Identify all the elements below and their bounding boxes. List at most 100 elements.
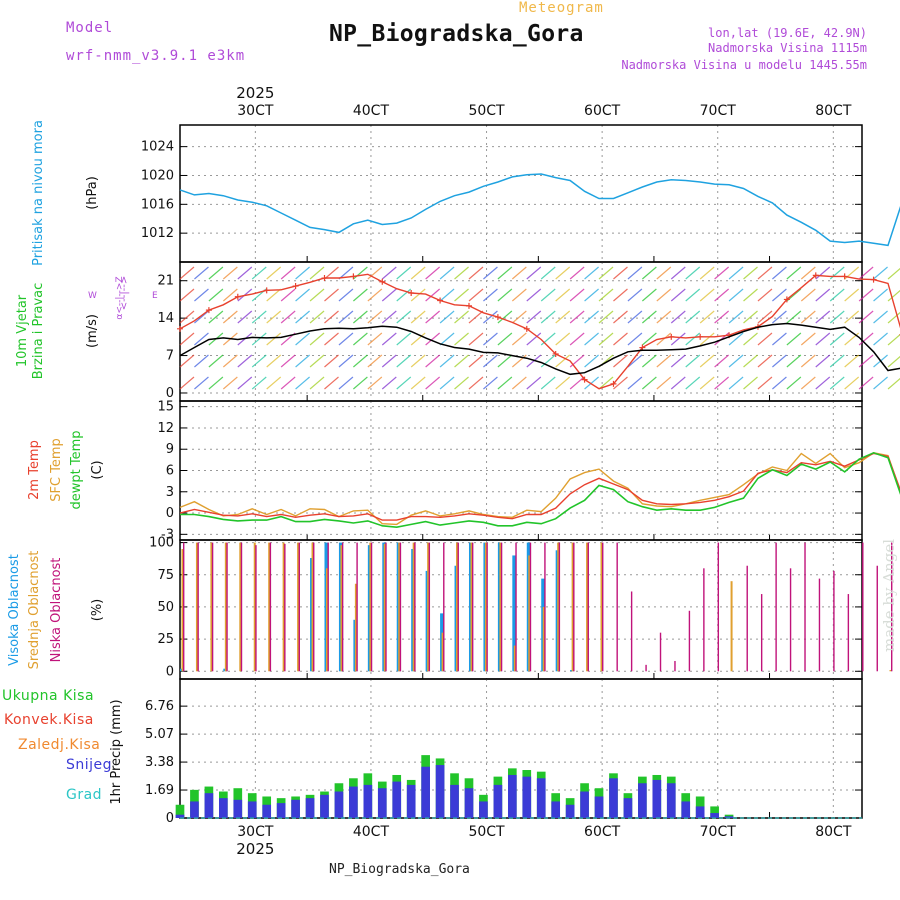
wind-gust-line xyxy=(179,273,900,390)
footer-station: NP_Biogradska_Gora xyxy=(329,862,470,877)
cloud-bar xyxy=(471,542,474,672)
wind-barb xyxy=(555,310,571,324)
wind-barb xyxy=(295,332,310,346)
wind-barb xyxy=(670,354,686,368)
pressure-line xyxy=(179,173,900,247)
cloud-bar xyxy=(269,542,272,672)
cloud-bar xyxy=(457,542,459,672)
cloud-bar xyxy=(398,542,401,672)
cloud-bar xyxy=(356,542,358,672)
cloud-bar xyxy=(499,542,502,672)
wind-gust-marker xyxy=(697,333,704,340)
wind-barb xyxy=(266,310,282,324)
station-coords: lon,lat (19.6E, 42.9N) xyxy=(708,26,867,40)
wind-barb xyxy=(815,310,831,324)
wind-barb xyxy=(511,376,527,390)
wind-gust-marker xyxy=(437,297,444,304)
wind-barb xyxy=(179,266,195,280)
wind-barb xyxy=(454,266,469,280)
x-tick-label-top: 70CT xyxy=(700,103,737,119)
wind-barb xyxy=(800,266,816,280)
cloud-bar xyxy=(876,565,878,672)
wind-barb xyxy=(179,332,195,346)
wind-gust-marker xyxy=(523,325,530,332)
wind-barb xyxy=(569,332,585,346)
subtitle: Meteogram xyxy=(519,0,604,16)
wind-barb xyxy=(454,310,469,324)
cloud-bar xyxy=(586,542,589,672)
wind-barb xyxy=(641,332,657,346)
wind-barb xyxy=(237,354,253,368)
cloud-bar xyxy=(253,542,256,672)
wind-barb xyxy=(483,332,498,346)
precip-bar xyxy=(681,801,691,818)
cloud-bar xyxy=(399,542,402,672)
wind-barb xyxy=(497,288,513,302)
precip-bar xyxy=(219,798,228,818)
wind-barb xyxy=(295,354,310,368)
wind-barb xyxy=(324,332,339,346)
precip-bar xyxy=(666,783,676,818)
wind-barb xyxy=(569,266,585,280)
wind-barb xyxy=(627,288,643,302)
wind-barb xyxy=(309,310,325,324)
wind-barb xyxy=(352,266,368,280)
wind-barb xyxy=(251,376,267,390)
y-tick-label: 0 xyxy=(166,811,174,826)
cloud-bar xyxy=(470,542,473,672)
y-tick-label: 9 xyxy=(166,442,174,457)
wind-gust-marker xyxy=(581,376,588,383)
wind-barb xyxy=(396,354,412,368)
precip-bar xyxy=(580,791,589,818)
wind-barb xyxy=(699,288,715,302)
wind-barb xyxy=(569,354,585,368)
wind-barb xyxy=(685,354,701,368)
cloud-bar xyxy=(775,542,777,672)
precip-bar xyxy=(522,776,532,818)
wind-barb xyxy=(728,288,744,302)
precip-bar xyxy=(710,813,719,818)
wind-barb xyxy=(454,354,469,368)
wind-barb xyxy=(352,332,368,346)
wind-barb xyxy=(194,266,209,280)
wind-barb xyxy=(613,288,628,302)
wind-barb xyxy=(829,266,845,280)
precip-bar xyxy=(421,766,430,818)
wind-barb xyxy=(468,288,484,302)
wind-barb xyxy=(829,310,845,324)
wind-barb xyxy=(237,310,253,324)
wind-barb xyxy=(540,332,556,346)
precip-bar xyxy=(507,774,517,818)
wind-barb xyxy=(497,354,513,368)
wind-barb xyxy=(381,310,397,324)
cloud-bar xyxy=(195,542,198,672)
wind-barb xyxy=(844,288,860,302)
wind-barb xyxy=(179,354,195,368)
wind-barb xyxy=(208,376,224,390)
y-tick-label: 1024 xyxy=(141,140,174,155)
wind-barb xyxy=(295,288,310,302)
y-tick-label: -3 xyxy=(161,527,174,542)
wind-barb xyxy=(656,288,672,302)
wind-barb xyxy=(280,376,296,390)
wind-barb xyxy=(699,354,715,368)
wind-barb xyxy=(858,310,874,324)
y-tick-label: 3 xyxy=(166,485,174,500)
x-tick-label-top: 80CT xyxy=(815,103,852,119)
wind-barb xyxy=(757,288,773,302)
wind-barb xyxy=(266,266,282,280)
panel-frame xyxy=(179,124,863,263)
station-elevation: Nadmorska Visina 1115m xyxy=(708,41,867,55)
wind-barb xyxy=(670,266,686,280)
wind-gust-marker xyxy=(234,293,241,300)
precip-bar xyxy=(594,796,604,818)
precip-bar xyxy=(262,804,272,818)
wind-barb xyxy=(800,332,816,346)
cloud-bar xyxy=(847,594,850,672)
wind-barb xyxy=(699,332,715,346)
precip-bar xyxy=(320,794,329,818)
cloud-bar xyxy=(557,542,560,672)
cloud-bar xyxy=(891,542,893,672)
wind-barb xyxy=(757,376,773,390)
precip-bar xyxy=(493,784,503,818)
